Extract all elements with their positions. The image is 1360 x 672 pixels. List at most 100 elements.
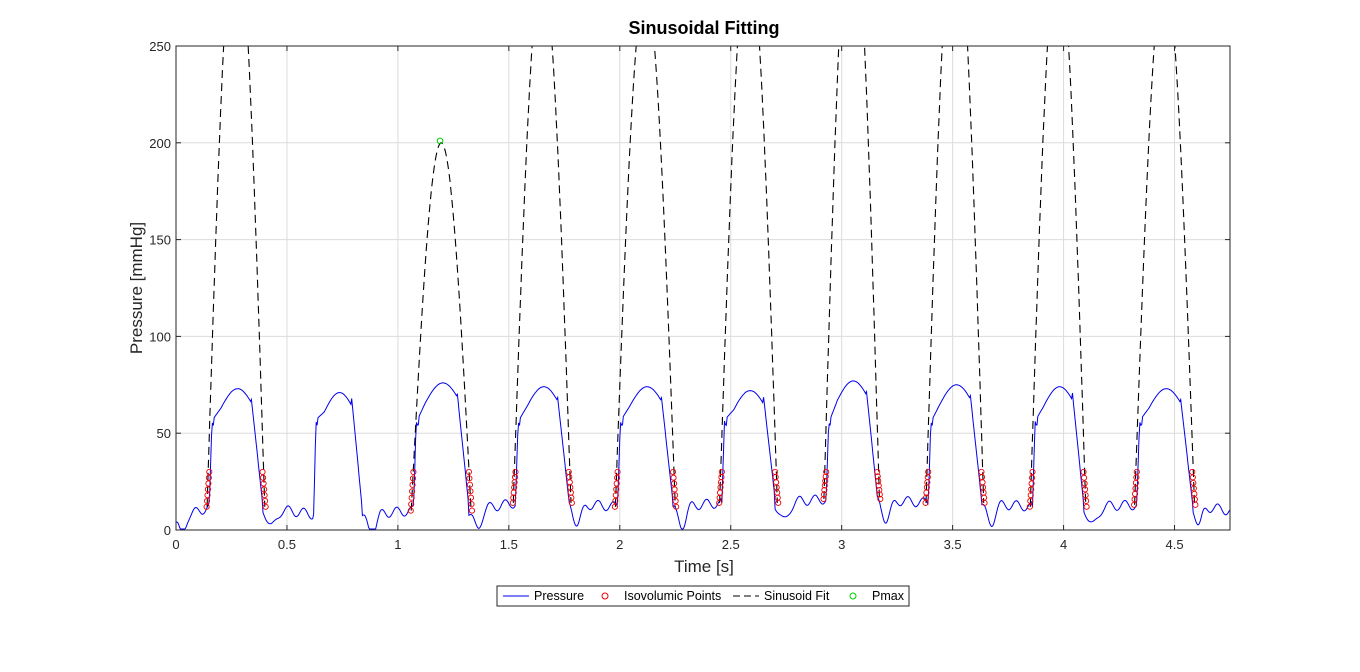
- x-tick-label: 4.5: [1165, 537, 1183, 552]
- isovolumic-point: [204, 497, 211, 505]
- isovolumic-point: [568, 499, 575, 506]
- isovolumic-point: [1029, 474, 1036, 481]
- isovolumic-point: [205, 474, 212, 481]
- axes-box: [175, 45, 1231, 531]
- isovolumic-point: [261, 486, 268, 493]
- y-tick-label: 0: [164, 523, 171, 538]
- isovolumic-point: [821, 486, 828, 494]
- isovolumic-point: [822, 477, 829, 485]
- legend-box: [496, 585, 910, 607]
- isovolumic-point: [773, 479, 780, 486]
- isovolumic-point: [822, 473, 829, 480]
- isovolumic-point: [1029, 468, 1036, 475]
- isovolumic-point: [672, 497, 679, 505]
- isovolumic-point: [876, 486, 883, 494]
- chart-title: Sinusoidal Fitting: [629, 18, 780, 38]
- legend-pmax-swatch: [849, 592, 857, 600]
- x-tick-label: 2.5: [722, 537, 740, 552]
- isovolumic-point: [468, 507, 476, 514]
- x-axis-ticks: 0 0.5 1 1.5 2 2.5 3 3.5 4 4.5: [172, 46, 1184, 552]
- isovolumic-point: [467, 488, 474, 495]
- isovolumic-point: [1189, 474, 1196, 481]
- isovolumic-point: [466, 481, 473, 488]
- x-axis-label: Time [s]: [674, 557, 734, 576]
- isovolumic-point: [512, 468, 519, 475]
- x-tick-label: 0: [172, 537, 179, 552]
- isovolumic-point: [465, 468, 472, 475]
- isovolumic-point: [672, 492, 679, 499]
- isovolumic-point: [1192, 501, 1199, 508]
- isovolumic-point: [409, 475, 417, 482]
- sinusoid-fit-beat-9: [1029, 46, 1087, 507]
- legend-isovolumic-label: Isovolumic Points: [624, 589, 721, 603]
- isovolumic-point: [823, 468, 830, 475]
- isovolumic-point: [978, 474, 986, 481]
- isovolumic-point: [613, 486, 620, 493]
- isovolumic-point: [820, 491, 827, 498]
- isovolumic-point: [565, 468, 572, 475]
- y-tick-label: 150: [149, 233, 171, 248]
- y-tick-label: 250: [149, 39, 171, 54]
- isovolumic-point: [718, 474, 725, 481]
- legend-pmax-label: Pmax: [872, 589, 905, 603]
- isovolumic-point: [611, 503, 618, 510]
- isovolumic-point: [409, 488, 416, 495]
- isovolumic-point: [673, 503, 680, 510]
- isovolumic-point: [205, 480, 212, 487]
- isovolumic-point: [259, 468, 266, 475]
- isovolumic-point: [1133, 474, 1140, 481]
- isovolumic-point: [979, 479, 986, 486]
- isovolumic-point: [1027, 492, 1034, 499]
- isovolumic-point: [261, 492, 268, 499]
- isovolumic-point: [1027, 497, 1034, 505]
- x-tick-label: 4: [1060, 537, 1067, 552]
- isovolumic-point: [877, 495, 884, 503]
- legend-sinusoid-label: Sinusoid Fit: [764, 589, 830, 603]
- isovolumic-point: [410, 468, 417, 475]
- sinusoid-fit-beat-10: [1134, 46, 1196, 505]
- isovolumic-point: [978, 468, 985, 475]
- isovolumic-point: [1083, 503, 1090, 510]
- isovolumic-point: [260, 480, 267, 487]
- isovolumic-point: [566, 474, 573, 481]
- x-tick-label: 1.5: [500, 537, 518, 552]
- isovolumic-point: [613, 480, 620, 487]
- isovolumic-point: [1189, 468, 1196, 475]
- y-tick-label: 100: [149, 329, 171, 344]
- legend-isovolumic-swatch: [601, 592, 609, 600]
- isovolumic-point: [612, 492, 619, 499]
- isovolumic-point: [409, 481, 416, 488]
- isovolumic-point: [1083, 497, 1090, 505]
- sinusoid-fit-beat-8: [925, 46, 985, 503]
- sinusoid-fit-beat-1: [206, 46, 266, 507]
- sinusoid-fit-beat-7: [823, 46, 880, 500]
- x-tick-label: 3.5: [944, 537, 962, 552]
- isovolumic-point: [512, 474, 519, 481]
- isovolumic-point: [262, 503, 269, 510]
- isovolumic-point: [718, 468, 725, 475]
- x-tick-label: 2: [616, 537, 623, 552]
- isovolumic-point: [875, 477, 882, 485]
- plot-area: [176, 46, 1230, 530]
- isovolumic-point: [467, 494, 475, 501]
- isovolumic-point: [204, 492, 211, 499]
- isovolumic-point: [775, 499, 782, 506]
- y-axis-ticks: 0 50 100 150 200 250: [149, 39, 1230, 538]
- legend-pressure-label: Pressure: [534, 589, 584, 603]
- isovolumic-point: [1080, 468, 1087, 475]
- isovolumic-point: [407, 507, 414, 514]
- isovolumic-point: [925, 468, 932, 475]
- sinusoid-fit-beat-4: [512, 46, 572, 503]
- isovolumic-point: [874, 473, 881, 480]
- y-tick-label: 50: [157, 426, 171, 441]
- isovolumic-point: [408, 494, 415, 501]
- isovolumic-point: [1133, 468, 1140, 475]
- isovolumic-point: [1026, 503, 1033, 510]
- isovolumic-point: [875, 482, 882, 489]
- isovolumic-point: [260, 474, 267, 481]
- isovolumic-point: [772, 474, 779, 481]
- x-tick-label: 3: [838, 537, 845, 552]
- sinusoid-fit-beat-5: [614, 46, 676, 507]
- sinusoid-fit-beat-6: [719, 46, 778, 503]
- isovolumic-point: [408, 501, 415, 508]
